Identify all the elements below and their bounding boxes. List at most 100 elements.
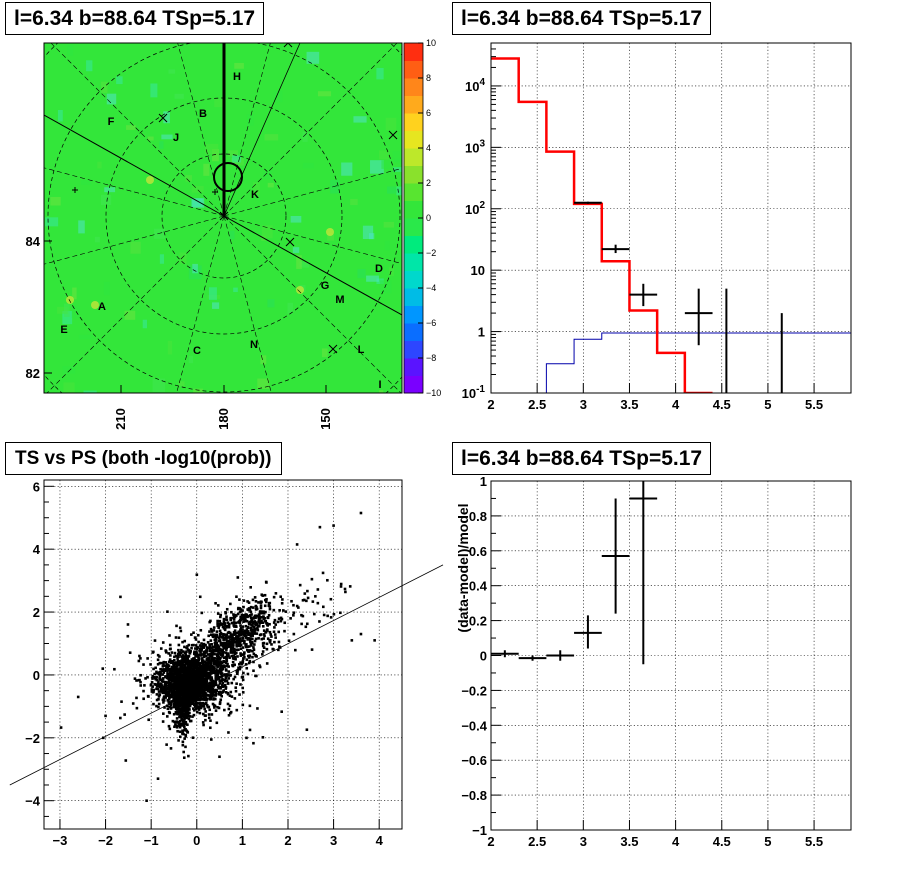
scatter-point (224, 611, 228, 615)
scatter-point (231, 651, 235, 654)
scatter-point (235, 648, 239, 652)
scatter-point (218, 629, 222, 633)
scatter-point (257, 637, 260, 640)
map-cell (159, 254, 165, 264)
scatter-point (226, 621, 230, 624)
colorbar-label: 4 (426, 143, 431, 153)
scatter-point (212, 633, 215, 636)
scatter-point (228, 694, 232, 698)
map-cell (81, 180, 92, 185)
scatter-point (244, 619, 248, 623)
scatter-point (172, 661, 176, 665)
scatter-point (247, 622, 251, 626)
map-cell (341, 162, 353, 176)
scatter-point (242, 605, 245, 609)
scatter-point (226, 652, 230, 655)
scatter-point (191, 669, 195, 673)
colorbar-band (404, 95, 423, 114)
scatter-point (178, 688, 181, 692)
map-ray (50, 43, 225, 217)
y-tick-label: −0.8 (461, 788, 487, 803)
scatter-point (200, 669, 204, 673)
scatter-point (233, 637, 236, 641)
scatter-point (214, 694, 218, 697)
scatter-point (210, 688, 214, 692)
scatter-point (218, 755, 221, 759)
scatter-point (221, 625, 225, 629)
scatter-point (206, 685, 209, 689)
map-cell (292, 247, 300, 253)
scatter-point (236, 612, 240, 616)
scatter-point (213, 690, 216, 694)
scatter-point (326, 614, 329, 618)
scatter-point (159, 682, 163, 685)
scatter-point (192, 665, 196, 669)
scatter-point (287, 639, 291, 643)
scatter-point (217, 626, 220, 629)
scatter-point (189, 666, 193, 669)
x-tick-label: 3 (580, 397, 587, 412)
scatter-point (185, 677, 189, 680)
scatter-point (167, 697, 171, 701)
scatter-point (161, 720, 165, 723)
scatter-point (178, 653, 182, 656)
map-cell (376, 67, 384, 80)
scatter-point (183, 645, 186, 649)
scatter-point (197, 695, 200, 699)
scatter-point (156, 777, 160, 780)
scatter-point (135, 696, 138, 700)
scatter-frame (43, 479, 403, 830)
scatter-point (219, 690, 222, 694)
map-cell (381, 160, 392, 169)
scatter-point (279, 595, 283, 599)
y-tick-label: 82 (26, 366, 40, 381)
scatter-point (359, 511, 363, 515)
scatter-point (221, 650, 224, 654)
scatter-point (248, 638, 252, 642)
scatter-point (242, 599, 246, 602)
scatter-point (262, 633, 266, 636)
scatter-point (165, 665, 169, 669)
scatter-point (205, 683, 209, 686)
scatter-point (202, 643, 205, 646)
scatter-point (182, 722, 186, 725)
scatter-point (161, 641, 165, 644)
scatter-point (190, 633, 193, 636)
map-cell (384, 240, 390, 251)
scatter-point (198, 672, 202, 676)
scatter-point (245, 631, 249, 635)
scatter-point (194, 647, 197, 650)
scatter-point (199, 687, 203, 690)
scatter-point (221, 677, 224, 681)
scatter-point (326, 578, 329, 582)
scatter-point (190, 676, 194, 680)
scatter-point (263, 604, 267, 608)
scatter-point (252, 652, 256, 656)
scatter-point (230, 610, 233, 614)
scatter-point (178, 626, 182, 630)
scatter-point (205, 703, 209, 707)
scatter-point (258, 665, 262, 669)
map-cell (97, 161, 102, 169)
scatter-point (101, 667, 105, 670)
scatter-point (260, 610, 263, 613)
scatter-point (191, 674, 195, 678)
scatter-point (160, 668, 164, 672)
map-ray (223, 43, 271, 217)
scatter-point (215, 657, 219, 660)
scatter-point (239, 661, 242, 664)
scatter-point (222, 638, 225, 641)
scatter-point (217, 658, 220, 661)
map-ray (223, 43, 398, 217)
scatter-point (150, 680, 154, 684)
x-tick-label: 3.5 (620, 834, 638, 849)
scatter-point (165, 668, 169, 671)
scatter-point (239, 626, 243, 630)
scatter-point (207, 662, 211, 665)
scatter-point (176, 688, 179, 692)
scatter-point (209, 678, 212, 681)
scatter-point (232, 644, 235, 647)
scatter-point (174, 707, 178, 711)
scatter-point (248, 632, 252, 635)
scatter-point (300, 613, 303, 617)
